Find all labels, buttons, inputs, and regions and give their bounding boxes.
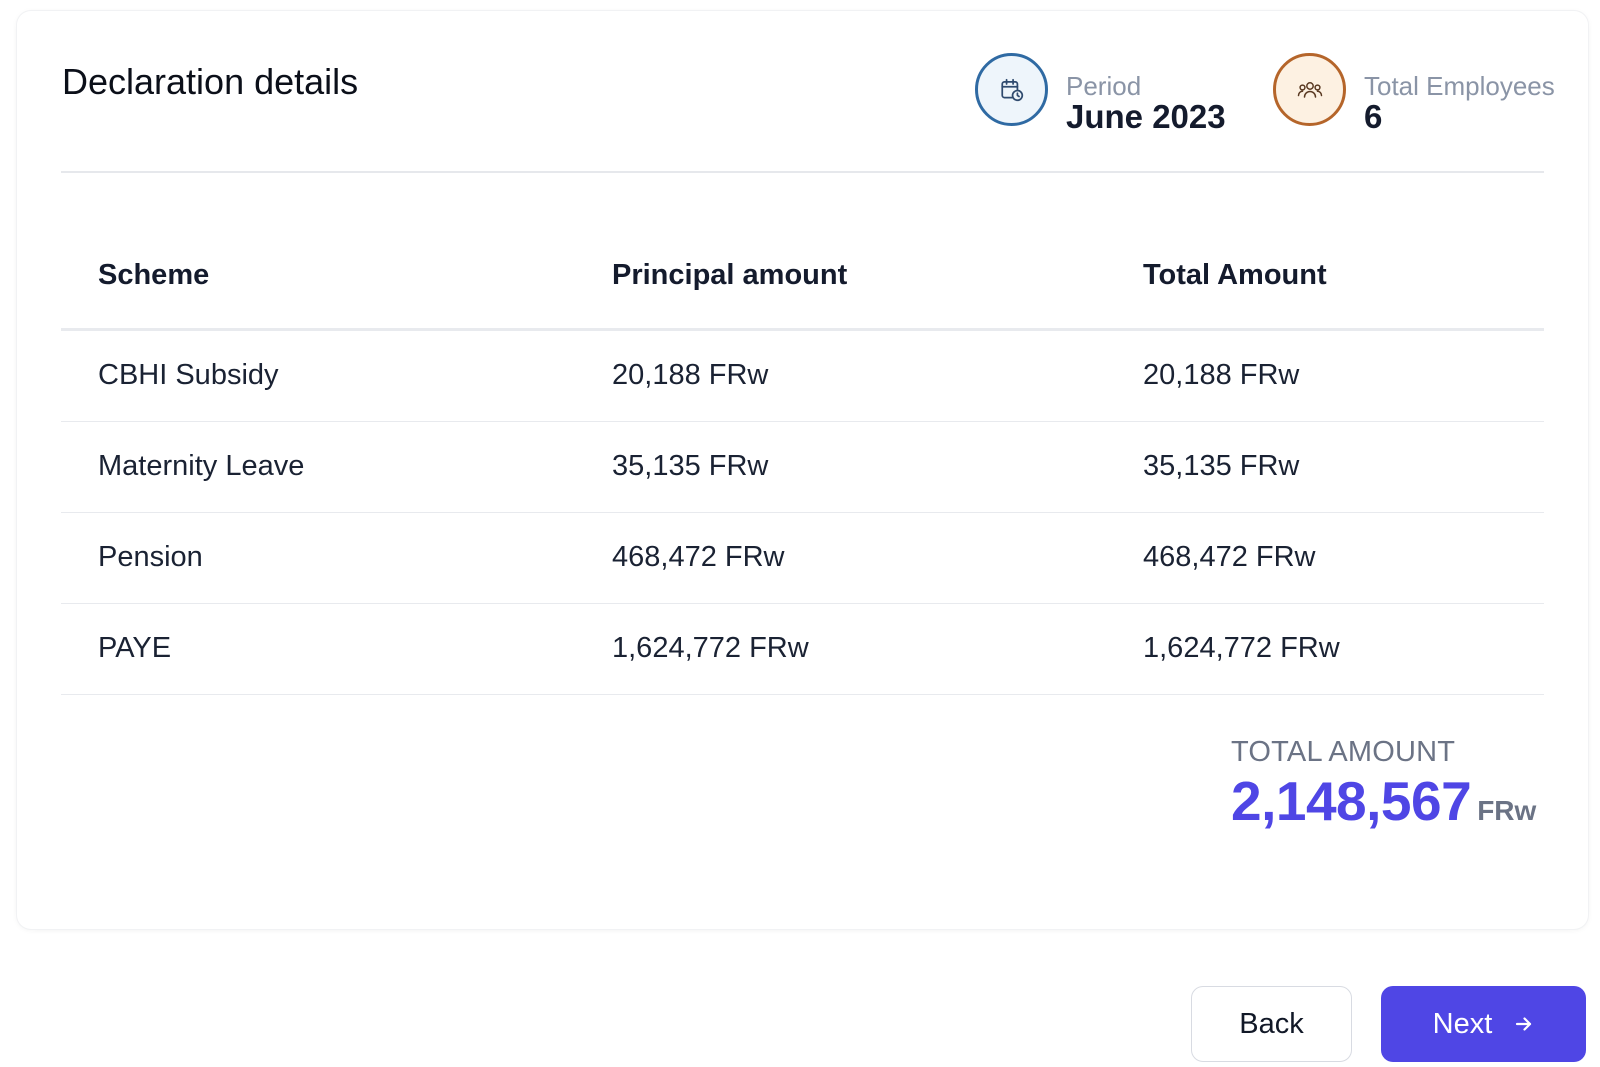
column-header-principal-amount: Principal amount <box>612 259 848 291</box>
back-button-label: Back <box>1239 1007 1304 1040</box>
total-amount-cell: 468,472 FRw <box>1143 541 1316 573</box>
next-button[interactable]: Next <box>1381 986 1586 1062</box>
total-amount-cell: 20,188 FRw <box>1143 359 1300 391</box>
scheme-cell: Maternity Leave <box>98 450 305 482</box>
table-header: Scheme Principal amount Total Amount <box>61 243 1544 331</box>
total-amount-line: 2,148,567 FRw <box>1231 769 1551 833</box>
users-icon <box>1273 53 1346 126</box>
column-header-scheme: Scheme <box>98 259 210 291</box>
table-row: Pension 468,472 FRw 468,472 FRw <box>61 513 1544 604</box>
header-divider <box>61 171 1544 173</box>
scheme-cell: CBHI Subsidy <box>98 359 279 391</box>
principal-amount-cell: 468,472 FRw <box>612 541 785 573</box>
employees-label: Total Employees <box>1364 71 1555 101</box>
principal-amount-cell: 1,624,772 FRw <box>612 632 809 664</box>
total-amount-currency: FRw <box>1477 795 1537 826</box>
principal-amount-cell: 20,188 FRw <box>612 359 769 391</box>
principal-amount-cell: 35,135 FRw <box>612 450 769 482</box>
total-amount-value: 2,148,567 <box>1231 770 1472 832</box>
scheme-cell: Pension <box>98 541 203 573</box>
column-header-total-amount: Total Amount <box>1143 259 1327 291</box>
table-row: Maternity Leave 35,135 FRw 35,135 FRw <box>61 422 1544 513</box>
table-row: PAYE 1,624,772 FRw 1,624,772 FRw <box>61 604 1544 695</box>
period-value: June 2023 <box>1066 98 1226 135</box>
total-amount-summary: TOTAL AMOUNT 2,148,567 FRw <box>1231 736 1551 833</box>
arrow-right-icon <box>1514 1014 1534 1034</box>
employees-value: 6 <box>1364 98 1383 135</box>
scheme-cell: PAYE <box>98 632 172 664</box>
back-button[interactable]: Back <box>1191 986 1352 1062</box>
page-title: Declaration details <box>62 61 359 102</box>
next-button-label: Next <box>1432 1007 1493 1040</box>
calendar-clock-icon <box>975 53 1048 126</box>
declaration-card: Declaration details Period June 2023 <box>17 11 1588 929</box>
total-amount-cell: 35,135 FRw <box>1143 450 1300 482</box>
period-label: Period <box>1066 71 1142 101</box>
total-amount-label: TOTAL AMOUNT <box>1231 736 1456 768</box>
total-amount-cell: 1,624,772 FRw <box>1143 632 1340 664</box>
table-row: CBHI Subsidy 20,188 FRw 20,188 FRw <box>61 331 1544 422</box>
declaration-table: Scheme Principal amount Total Amount CBH… <box>61 243 1544 695</box>
